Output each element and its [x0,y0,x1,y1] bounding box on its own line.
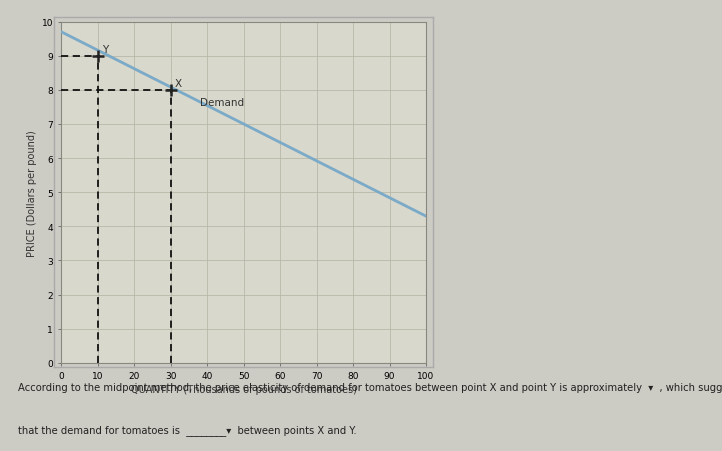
Text: Y: Y [103,45,108,55]
Y-axis label: PRICE (Dollars per pound): PRICE (Dollars per pound) [27,129,38,256]
Text: Demand: Demand [200,98,244,108]
Text: X: X [175,78,182,88]
Text: According to the midpoint method, the price elasticity of demand for tomatoes be: According to the midpoint method, the pr… [18,382,722,392]
Text: that the demand for tomatoes is  ________▾  between points X and Y.: that the demand for tomatoes is ________… [18,424,357,435]
X-axis label: QUANTITY (Thousands of pounds of tomatoes): QUANTITY (Thousands of pounds of tomatoe… [131,385,357,395]
